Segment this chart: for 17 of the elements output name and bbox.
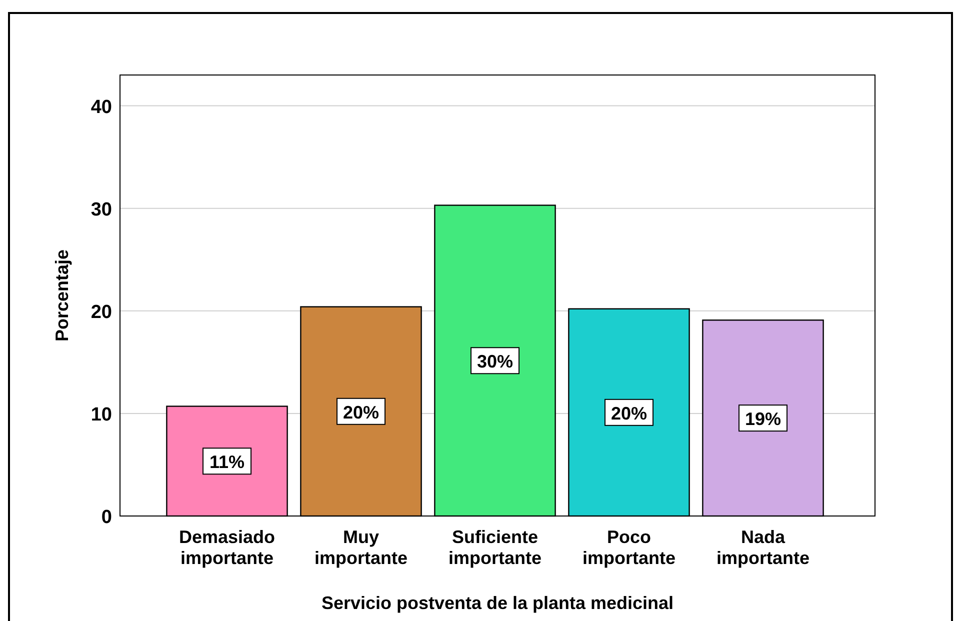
x-tick-label: Muy importante [314,527,408,568]
data-label: 30% [476,352,514,372]
x-tick-label: Suficiente importante [448,527,542,568]
y-tick-label: 10 [90,404,112,426]
y-tick-label: 30 [90,199,112,220]
data-label: 20% [342,402,380,422]
y-tick-label: 0 [101,507,112,528]
y-tick-label: 40 [90,96,112,118]
x-tick-label: Demasiado importante [178,527,276,568]
y-tick-label: 20 [90,302,112,323]
x-axis-title: Servicio postventa de la planta medicinal [321,593,674,613]
data-label: 20% [610,403,648,424]
x-tick-label: Poco importante [582,527,676,568]
data-label: 11% [209,452,245,472]
y-axis-title: Porcentaje [52,249,72,342]
data-label: 19% [744,409,782,430]
x-tick-label: Nada importante [716,527,810,568]
